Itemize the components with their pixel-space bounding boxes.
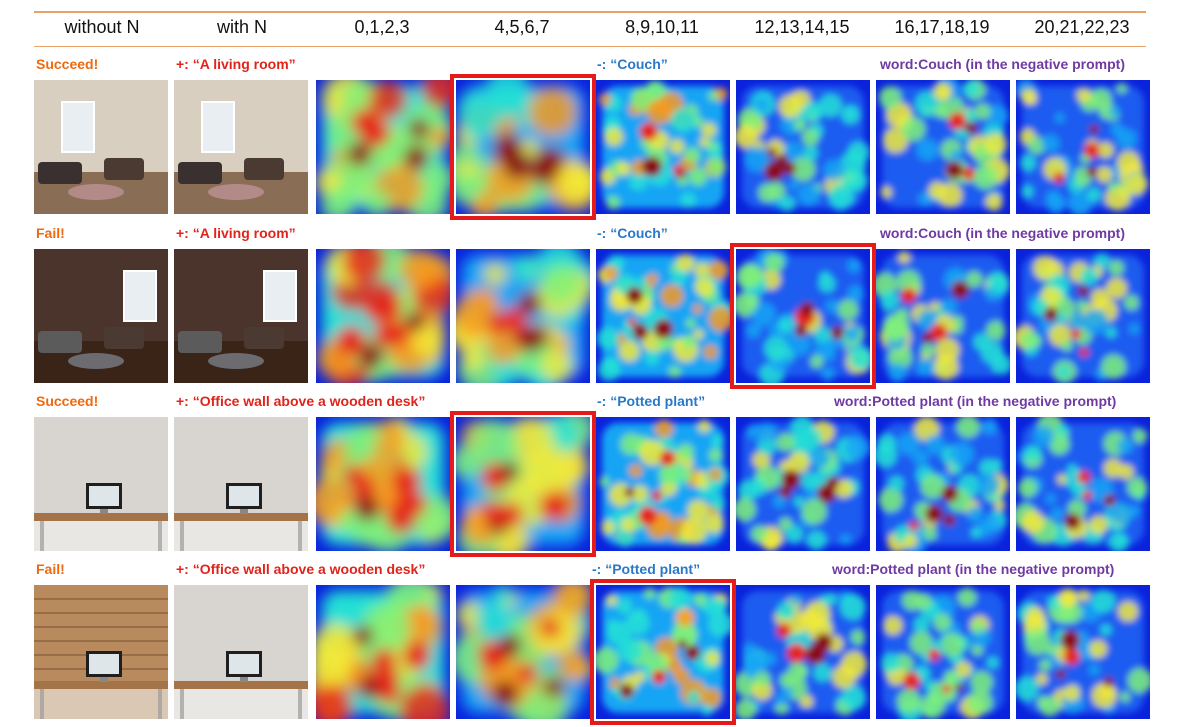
- attention-heatmap: [316, 80, 450, 214]
- office-desk-photo: [174, 417, 308, 551]
- highlight-box: [450, 411, 596, 557]
- column-header-without-n: without N: [64, 17, 140, 37]
- row-2-positive-prompt: +: “A living room”: [176, 225, 296, 241]
- attention-heatmap: [736, 417, 870, 551]
- attention-heatmap: [456, 80, 590, 214]
- attention-heatmap: [736, 80, 870, 214]
- living-room-photo: [34, 80, 168, 214]
- column-header-layers-20-23: 20,21,22,23: [1034, 17, 1130, 37]
- living-room-photo: [174, 80, 308, 214]
- living-room-photo: [34, 249, 168, 383]
- column-header-layers-12-15: 12,13,14,15: [754, 17, 850, 37]
- row-3-negative-prompt: -: “Potted plant”: [597, 393, 706, 409]
- attention-heatmap: [1016, 585, 1150, 719]
- office-desk-photo: [34, 417, 168, 551]
- row-4-status: Fail!: [36, 561, 65, 577]
- attention-heatmap: [876, 249, 1010, 383]
- row-4-negative-prompt: -: “Potted plant”: [592, 561, 701, 577]
- column-header-with-n: with N: [216, 17, 267, 37]
- column-header-layers-0-3: 0,1,2,3: [354, 17, 410, 37]
- attention-heatmap: [1016, 249, 1150, 383]
- top-rule: [34, 11, 1146, 13]
- column-header-layers-8-11: 8,9,10,11: [625, 17, 699, 37]
- attention-heatmap: [876, 585, 1010, 719]
- row-1-status: Succeed!: [36, 56, 99, 72]
- column-header-layers-16-19: 16,17,18,19: [894, 17, 990, 37]
- attention-heatmap: [596, 417, 730, 551]
- attention-heatmap: [316, 249, 450, 383]
- row-3-status: Succeed!: [36, 393, 99, 409]
- attention-heatmap: [876, 417, 1010, 551]
- header-rule: [34, 46, 1146, 47]
- row-2-word-label: word:Couch (in the negative prompt): [880, 225, 1125, 241]
- attention-heatmap: [1016, 417, 1150, 551]
- office-desk-photo: [174, 585, 308, 719]
- row-1-word-label: word:Couch (in the negative prompt): [880, 56, 1125, 72]
- column-header-layers-4-7: 4,5,6,7: [494, 17, 550, 37]
- attention-heatmap: [456, 249, 590, 383]
- attention-heatmap: [316, 417, 450, 551]
- office-desk-photo: [34, 585, 168, 719]
- attention-heatmap: [736, 249, 870, 383]
- attention-heatmap: [456, 585, 590, 719]
- row-2-status: Fail!: [36, 225, 65, 241]
- row-4-word-label: word:Potted plant (in the negative promp…: [832, 561, 1115, 577]
- attention-heatmap: [596, 249, 730, 383]
- attention-heatmap: [876, 80, 1010, 214]
- attention-heatmap: [736, 585, 870, 719]
- attention-heatmap: [456, 417, 590, 551]
- row-2-negative-prompt: -: “Couch”: [597, 225, 668, 241]
- row-4-positive-prompt: +: “Office wall above a wooden desk”: [176, 561, 426, 577]
- row-3-word-label: word:Potted plant (in the negative promp…: [834, 393, 1117, 409]
- highlight-box: [730, 243, 876, 389]
- row-3-positive-prompt: +: “Office wall above a wooden desk”: [176, 393, 426, 409]
- highlight-box: [590, 579, 736, 725]
- attention-heatmap: [596, 585, 730, 719]
- row-1-positive-prompt: +: “A living room”: [176, 56, 296, 72]
- highlight-box: [450, 74, 596, 220]
- attention-heatmap: [1016, 80, 1150, 214]
- row-1-negative-prompt: -: “Couch”: [597, 56, 668, 72]
- living-room-photo: [174, 249, 308, 383]
- attention-heatmap: [316, 585, 450, 719]
- attention-heatmap: [596, 80, 730, 214]
